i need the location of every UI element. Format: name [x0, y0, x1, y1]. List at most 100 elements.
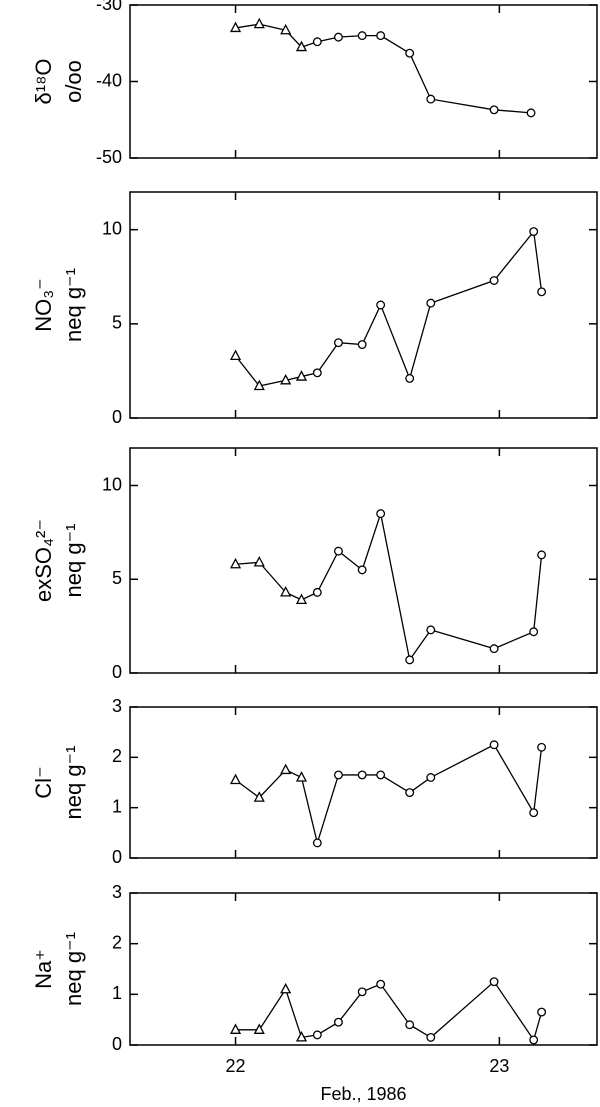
circle-marker: [426, 1032, 436, 1042]
triangle-marker: [295, 1031, 308, 1042]
plot-frame: [129, 4, 598, 159]
triangle-marker: [280, 373, 292, 385]
y-axis-label: Cl⁻: [31, 766, 56, 798]
plot-frame: [129, 706, 598, 859]
circle-marker: [489, 276, 499, 285]
circle-marker: [529, 808, 539, 818]
triangle-marker: [253, 1023, 265, 1034]
y-tick-label: 2: [112, 932, 122, 952]
y-axis-label: neq g⁻¹: [61, 524, 86, 598]
y-tick-label: 3: [112, 882, 122, 902]
circle-marker: [357, 565, 367, 575]
y-axis-label: exSO₄²⁻: [31, 519, 56, 602]
y-tick-label: 0: [112, 662, 122, 682]
triangle-marker: [295, 771, 308, 782]
triangle-marker: [253, 17, 265, 29]
series-line: [235, 23, 532, 114]
triangle-marker: [280, 23, 292, 35]
triangle-marker: [295, 40, 308, 52]
series-line: [235, 229, 543, 387]
circle-marker: [426, 298, 436, 308]
x-axis-label: Feb., 1986: [320, 1084, 406, 1104]
triangle-marker: [253, 379, 265, 391]
triangle-marker: [280, 763, 292, 775]
series-line: [235, 980, 543, 1042]
y-tick-label: 0: [112, 1034, 122, 1054]
circle-marker: [405, 374, 415, 383]
y-axis-label: δ¹⁸O: [31, 59, 56, 105]
circle-marker: [529, 227, 539, 236]
circle-marker: [333, 338, 343, 348]
circle-marker: [376, 31, 386, 41]
circle-marker: [357, 987, 367, 997]
circle-marker: [489, 105, 499, 115]
triangle-marker: [229, 773, 242, 785]
circle-marker: [537, 550, 547, 560]
circle-marker: [312, 587, 322, 597]
circle-marker: [489, 977, 499, 987]
y-tick-label: 5: [112, 568, 122, 588]
circle-marker: [376, 979, 386, 989]
y-tick-label: -30: [96, 0, 122, 14]
triangle-marker: [229, 1023, 242, 1034]
y-axis-label: o/oo: [61, 60, 86, 103]
circle-marker: [357, 340, 367, 349]
triangle-marker: [295, 370, 308, 381]
triangle-marker: [253, 791, 265, 802]
x-tick-label: 23: [489, 1056, 509, 1076]
y-tick-label: -50: [96, 147, 122, 167]
y-tick-label: -40: [96, 70, 122, 90]
circle-marker: [405, 1020, 415, 1030]
circle-marker: [405, 48, 415, 58]
circle-marker: [537, 1007, 547, 1017]
y-axis-label: neq g⁻¹: [61, 746, 86, 820]
circle-marker: [426, 94, 436, 104]
circle-marker: [529, 1035, 539, 1045]
circle-marker: [312, 368, 322, 378]
plot-frame: [129, 892, 598, 1046]
circle-marker: [376, 300, 386, 310]
triangle-marker: [253, 555, 265, 567]
circle-marker: [333, 546, 343, 556]
y-tick-label: 1: [112, 983, 122, 1003]
circle-marker: [537, 742, 547, 752]
y-tick-label: 0: [112, 407, 122, 427]
triangle-marker: [229, 349, 242, 360]
circle-marker: [405, 788, 415, 798]
circle-marker: [333, 770, 343, 780]
y-tick-label: 2: [112, 746, 122, 766]
triangle-marker: [280, 982, 292, 994]
circle-marker: [312, 37, 322, 47]
triangle-marker: [280, 585, 292, 597]
circle-marker: [376, 509, 386, 519]
y-axis-label: neq g⁻¹: [61, 932, 86, 1006]
series-line: [235, 743, 543, 846]
x-tick-label: 22: [226, 1056, 246, 1076]
circle-marker: [489, 740, 499, 750]
plot-frame: [129, 191, 598, 419]
y-tick-label: 3: [112, 696, 122, 716]
circle-marker: [529, 627, 539, 637]
y-axis-label: Na⁺: [31, 949, 56, 989]
circle-marker: [357, 31, 367, 41]
series-line: [235, 511, 543, 662]
circle-marker: [526, 108, 536, 118]
circle-marker: [489, 644, 499, 654]
circle-marker: [312, 1030, 322, 1040]
circle-marker: [333, 1017, 343, 1027]
circle-marker: [405, 655, 415, 665]
circle-marker: [537, 287, 547, 297]
y-tick-label: 5: [112, 313, 122, 333]
triangle-marker: [295, 593, 308, 605]
y-tick-label: 0: [112, 847, 122, 867]
triangle-marker: [229, 21, 242, 33]
circle-marker: [312, 838, 322, 848]
y-tick-label: 10: [102, 474, 122, 494]
circle-marker: [357, 770, 367, 780]
y-tick-label: 1: [112, 796, 122, 816]
circle-marker: [426, 625, 436, 635]
circle-marker: [333, 32, 343, 42]
triangle-marker: [229, 557, 242, 569]
circle-marker: [376, 770, 386, 780]
